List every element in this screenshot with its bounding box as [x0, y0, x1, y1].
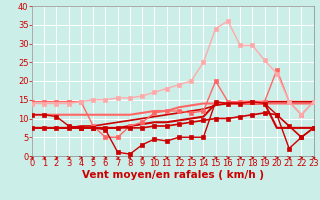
X-axis label: Vent moyen/en rafales ( km/h ): Vent moyen/en rafales ( km/h ) — [82, 170, 264, 180]
